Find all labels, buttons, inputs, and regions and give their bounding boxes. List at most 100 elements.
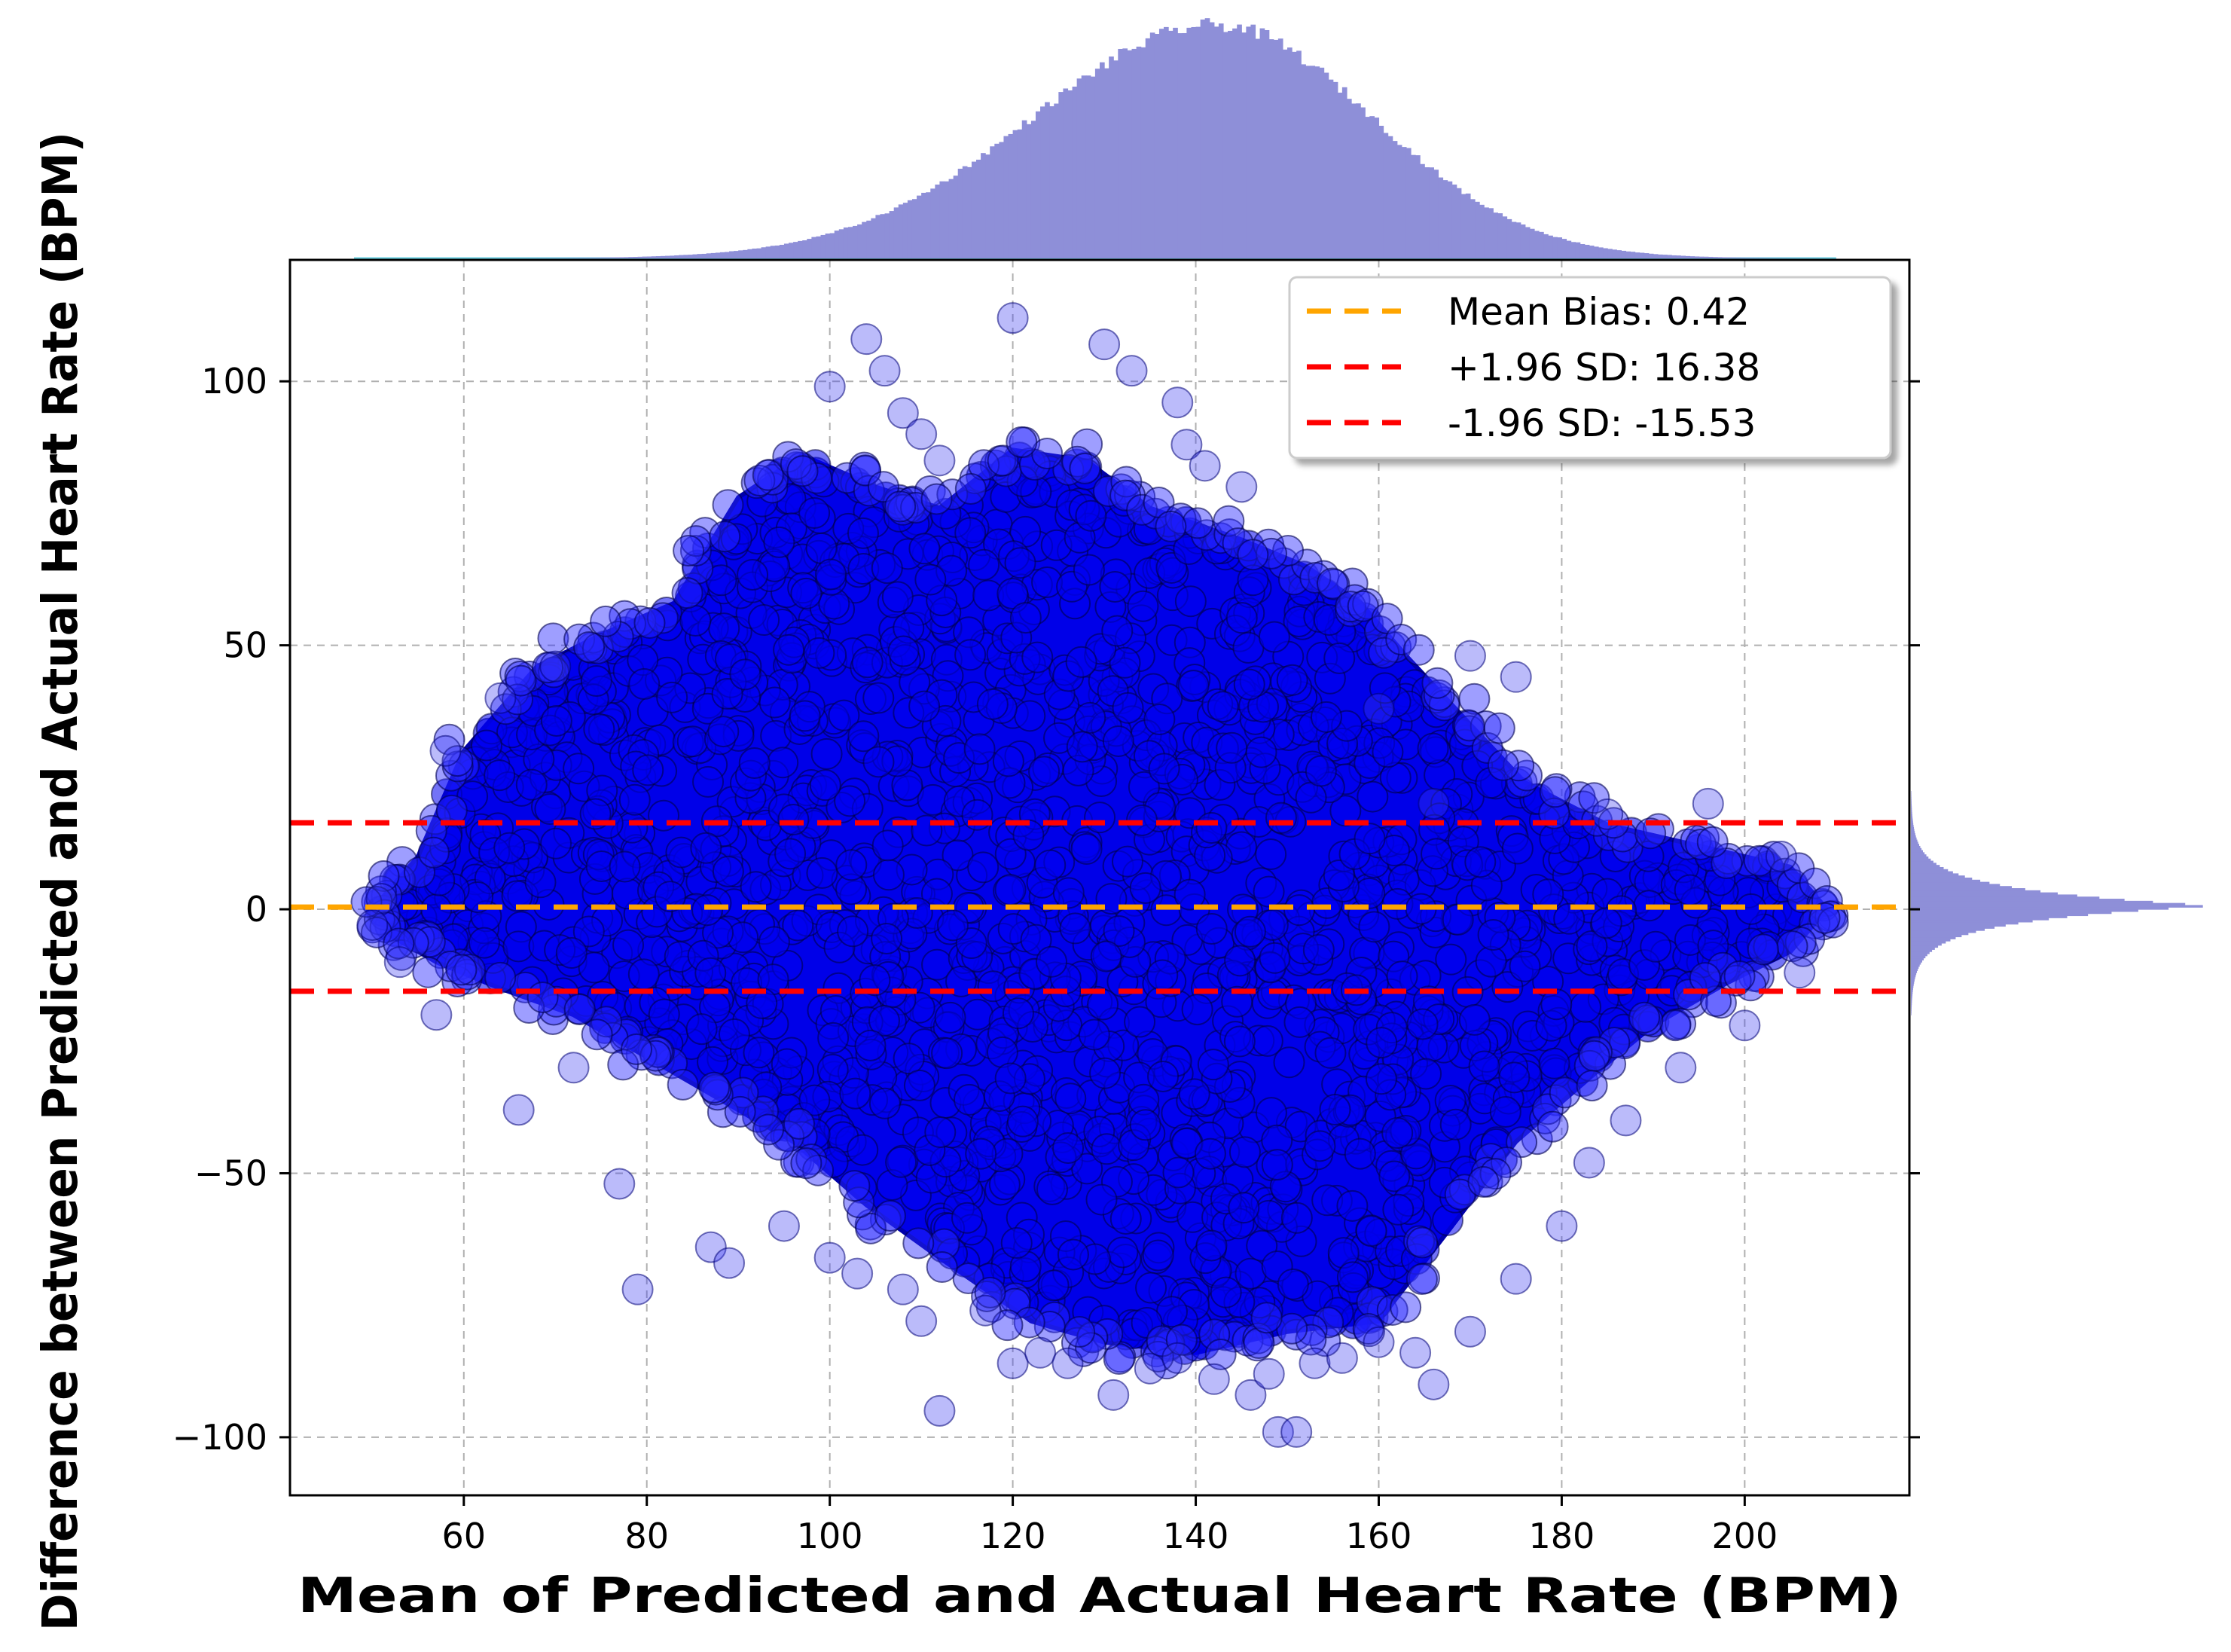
point (854, 1029, 887, 1061)
x-hist-bar (962, 166, 968, 258)
point (1310, 701, 1342, 733)
point (1458, 1003, 1491, 1036)
y-hist-bar (1911, 921, 2019, 925)
point (1265, 802, 1297, 834)
point (1054, 1083, 1087, 1115)
x-hist-bar (1502, 216, 1508, 258)
point (1352, 1313, 1384, 1345)
outlier-point (383, 946, 416, 979)
x-hist-bar (1392, 141, 1398, 258)
point (648, 998, 680, 1031)
x-hist-bar (1030, 121, 1036, 258)
outlier-point (905, 1305, 938, 1337)
point (1501, 832, 1534, 865)
point (1498, 1061, 1531, 1094)
x-hist-bar (761, 247, 767, 258)
point (868, 1004, 900, 1037)
x-hist-bar (798, 240, 803, 258)
x-hist-bar (683, 255, 688, 258)
point (573, 631, 606, 663)
x-hist-bar (1296, 50, 1302, 258)
x-hist-bar (834, 231, 840, 258)
point (1109, 646, 1141, 679)
x-hist-bar (1689, 256, 1695, 258)
y-hist-bar (1911, 1004, 1912, 1007)
y-hist-bar (1911, 890, 2041, 893)
point (1078, 1018, 1110, 1051)
x-hist-bar (1109, 56, 1114, 259)
x-hist-bar (1149, 32, 1155, 258)
x-hist-bar (1186, 27, 1192, 259)
point (612, 929, 645, 961)
y-hist-bar (1911, 826, 1915, 830)
point (847, 720, 880, 753)
point (914, 563, 947, 596)
point (524, 866, 557, 899)
point (834, 785, 866, 817)
point (740, 871, 772, 903)
y-hist-bar (1911, 905, 2203, 908)
point (656, 681, 688, 713)
x-hist-bar (1008, 133, 1014, 258)
x-hist-bar (1589, 246, 1595, 258)
point (1109, 1202, 1142, 1235)
point (679, 535, 712, 567)
y-hist-bar (1911, 994, 1913, 997)
x-hist-bar (1140, 47, 1146, 258)
point (1365, 1063, 1397, 1095)
point (451, 958, 484, 991)
point (1448, 1174, 1481, 1206)
x-hist-bar (1072, 86, 1078, 258)
y-hist-bar (1911, 805, 1912, 809)
point (1403, 1225, 1436, 1257)
point (368, 860, 400, 892)
point (1272, 534, 1305, 566)
point (1390, 1291, 1422, 1324)
x-hist-bar (1113, 60, 1119, 259)
point (1632, 840, 1665, 872)
point (1228, 1136, 1261, 1168)
y-hist-bar (1911, 823, 1914, 826)
point (988, 1168, 1021, 1201)
point (1009, 602, 1042, 634)
point (1037, 1269, 1070, 1302)
point (470, 729, 502, 762)
point (1256, 979, 1289, 1011)
point (798, 1084, 831, 1116)
x-hist-bar (1433, 169, 1439, 258)
x-hist-bar (1621, 250, 1627, 258)
point (1540, 773, 1573, 805)
point (1014, 700, 1046, 732)
point (1110, 466, 1143, 498)
y-hist-bar (1911, 1012, 1912, 1015)
point (815, 558, 847, 591)
point (1576, 1070, 1608, 1102)
x-hist-bar (1484, 207, 1489, 258)
point (712, 855, 744, 887)
point (689, 517, 722, 549)
x-hist-bar (1460, 194, 1466, 258)
x-hist-bar (1607, 249, 1613, 258)
x-hist-bar (939, 181, 945, 258)
point (992, 745, 1024, 777)
point (967, 851, 1000, 884)
outlier-point (1161, 386, 1194, 419)
y-hist-bar (1911, 1000, 1912, 1003)
x-hist-bar (871, 218, 877, 258)
point (1539, 776, 1571, 808)
x-hist-bar (1438, 177, 1444, 258)
point (777, 803, 810, 835)
point (954, 517, 987, 549)
point (752, 459, 784, 491)
point (1628, 1001, 1661, 1034)
y-hist-bar (1911, 839, 1918, 842)
point (1634, 817, 1667, 850)
outlier-point (1134, 1352, 1166, 1385)
point (1101, 615, 1134, 647)
point (1720, 964, 1752, 997)
point (1038, 1301, 1070, 1333)
point (951, 1202, 983, 1234)
x-hist-bar (1630, 252, 1636, 258)
point (1250, 1302, 1283, 1334)
x-hist-bar (825, 234, 831, 258)
